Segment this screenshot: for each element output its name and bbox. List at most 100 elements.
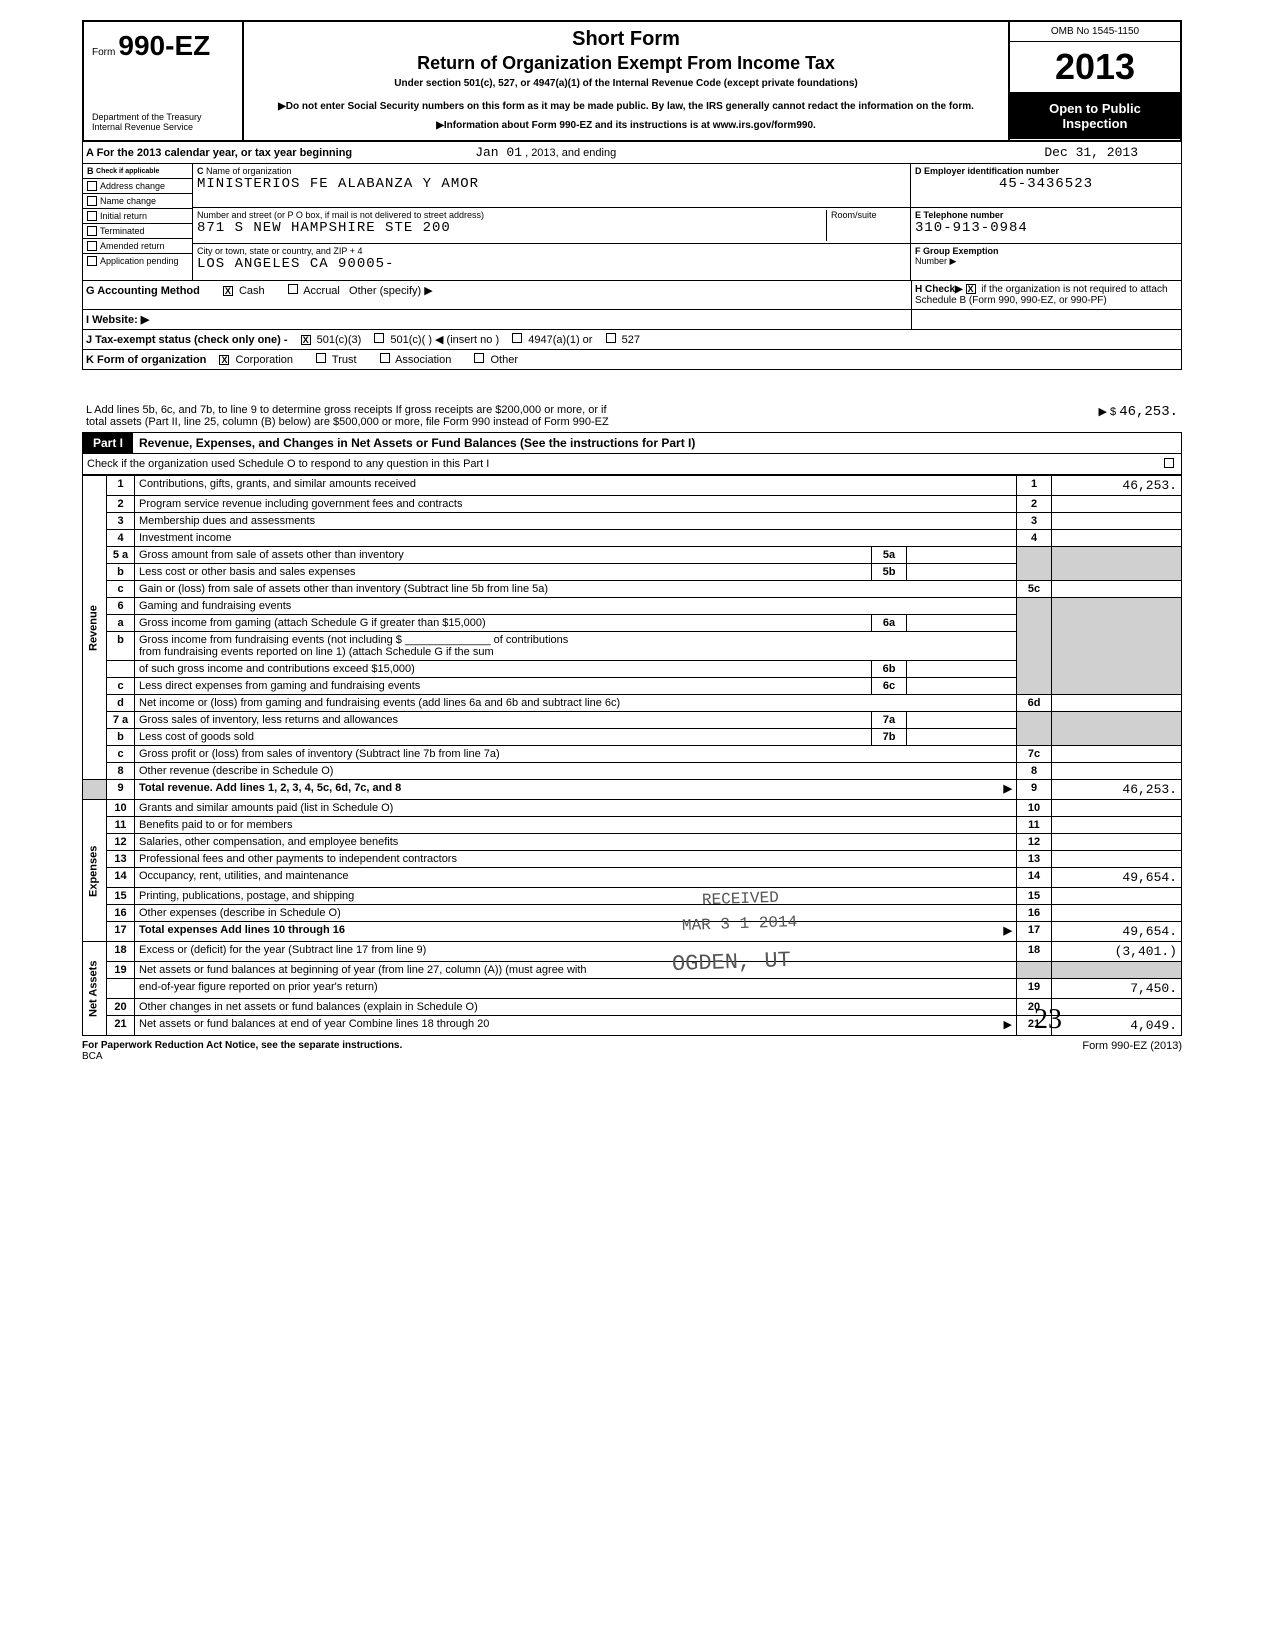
lbl-initial-return: Initial return [100,211,147,221]
l18-desc: Excess or (deficit) for the year (Subtra… [135,942,1017,962]
subtitle: Under section 501(c), 527, or 4947(a)(1)… [250,78,1002,89]
omb-number: OMB No 1545-1150 [1010,22,1180,42]
l7c-num: c [107,746,135,763]
l7a-desc: Gross sales of inventory, less returns a… [135,712,872,729]
row-a: A For the 2013 calendar year, or tax yea… [82,142,1182,164]
cb-name-change[interactable] [87,196,97,206]
cb-corp[interactable] [219,355,229,365]
cb-amended[interactable] [87,241,97,251]
d-label: D Employer identification number [915,166,1177,176]
l8-desc: Other revenue (describe in Schedule O) [135,763,1017,780]
l1-tnum: 1 [1017,476,1052,496]
name-label: Name of organization [206,166,292,176]
lbl-501c-b: ) ◀ (insert no ) [428,334,499,346]
l5b-num: b [107,564,135,581]
l5c-num: c [107,581,135,598]
check-schedule-o: Check if the organization used Schedule … [82,454,1182,475]
l6a-snum: 6a [872,615,907,632]
row-a-label: A For the 2013 calendar year, or tax yea… [86,147,352,159]
tax-year: 2013 [1010,42,1180,93]
main-title: Return of Organization Exempt From Incom… [250,53,1002,74]
e-label: E Telephone number [915,210,1177,220]
side-revenue: Revenue [83,476,107,780]
l6a-desc: Gross income from gaming (attach Schedul… [135,615,872,632]
cb-initial-return[interactable] [87,211,97,221]
cb-4947[interactable] [512,333,522,343]
cb-accrual[interactable] [288,284,298,294]
l17-num: 17 [107,922,135,942]
short-form-label: Short Form [250,28,1002,51]
cb-cash[interactable] [223,286,233,296]
form-label-box: Form 990-EZ Department of the Treasury I… [84,22,244,140]
l2-val [1052,496,1182,513]
paperwork-notice: For Paperwork Reduction Act Notice, see … [82,1040,402,1051]
row-g: G Accounting Method Cash Accrual Other (… [82,281,1182,310]
lbl-name-change: Name change [100,196,156,206]
l20-num: 20 [107,999,135,1016]
lbl-other-org: Other [490,354,518,366]
cb-501c[interactable] [374,333,384,343]
l9-val: 46,253. [1052,780,1182,800]
section-c: C Name of organization MINISTERIOS FE AL… [193,164,911,280]
l5c-tnum: 5c [1017,581,1052,598]
cb-schedule-b[interactable] [966,284,976,294]
l-text1: L Add lines 5b, 6c, and 7b, to line 9 to… [86,404,609,416]
cb-527[interactable] [606,333,616,343]
l14-tnum: 14 [1017,868,1052,888]
l13-tnum: 13 [1017,851,1052,868]
l21-val: 4,049. [1052,1016,1182,1036]
cb-address-change[interactable] [87,181,97,191]
l7b-num: b [107,729,135,746]
l7a-snum: 7a [872,712,907,729]
l16-num: 16 [107,905,135,922]
cb-pending[interactable] [87,256,97,266]
l2-desc: Program service revenue including govern… [135,496,1017,513]
cb-501c3[interactable] [301,335,311,345]
l16-val [1052,905,1182,922]
info-link: ▶Information about Form 990-EZ and its i… [250,120,1002,131]
form-990ez: Form 990-EZ Department of the Treasury I… [82,20,1182,1066]
l-amount: 46,253. [1119,404,1178,420]
l3-desc: Membership dues and assessments [135,513,1017,530]
cb-schedule-o[interactable] [1164,458,1174,468]
l7b-desc: Less cost of goods sold [135,729,872,746]
b-label: B [87,166,94,176]
check-o-text: Check if the organization used Schedule … [87,458,489,470]
l14-val: 49,654. [1052,868,1182,888]
cb-other-org[interactable] [474,353,484,363]
cb-terminated[interactable] [87,226,97,236]
l6d-tnum: 6d [1017,695,1052,712]
l15-tnum: 15 [1017,888,1052,905]
l6-desc: Gaming and fundraising events [135,598,1017,615]
l4-num: 4 [107,530,135,547]
lbl-corp: Corporation [236,354,293,366]
org-city: LOS ANGELES CA 90005- [197,256,906,272]
lbl-527: 527 [622,334,640,346]
cb-trust[interactable] [316,353,326,363]
l13-val [1052,851,1182,868]
cb-assoc[interactable] [380,353,390,363]
year-begin: Jan 01 [475,145,522,160]
l6b-snum: 6b [872,661,907,678]
lbl-terminated: Terminated [100,226,145,236]
title-box: Short Form Return of Organization Exempt… [244,22,1010,140]
l6c-snum: 6c [872,678,907,695]
omb-box: OMB No 1545-1150 2013 Open to Public Ins… [1010,22,1180,140]
l-arrow: ▶ $ [1098,406,1116,418]
l10-desc: Grants and similar amounts paid (list in… [135,800,1017,817]
l7c-desc: Gross profit or (loss) from sales of inv… [135,746,1017,763]
form-number: 990-EZ [118,30,210,61]
l8-val [1052,763,1182,780]
l7b-snum: 7b [872,729,907,746]
l17-val: 49,654. [1052,922,1182,942]
dept-info: Department of the Treasury Internal Reve… [92,112,234,132]
l19-desc2: end-of-year figure reported on prior yea… [135,979,1017,999]
lbl-accrual: Accrual [303,285,340,297]
phone-value: 310-913-0984 [915,220,1177,236]
g-label: G Accounting Method [86,285,200,297]
warning-text: ▶Do not enter Social Security numbers on… [250,101,1002,112]
org-address: 871 S NEW HAMPSHIRE STE 200 [197,220,826,236]
l9-desc: Total revenue. Add lines 1, 2, 3, 4, 5c,… [135,780,1017,800]
row-k: K Form of organization Corporation Trust… [82,350,1182,370]
part1-label: Part I [83,433,133,453]
